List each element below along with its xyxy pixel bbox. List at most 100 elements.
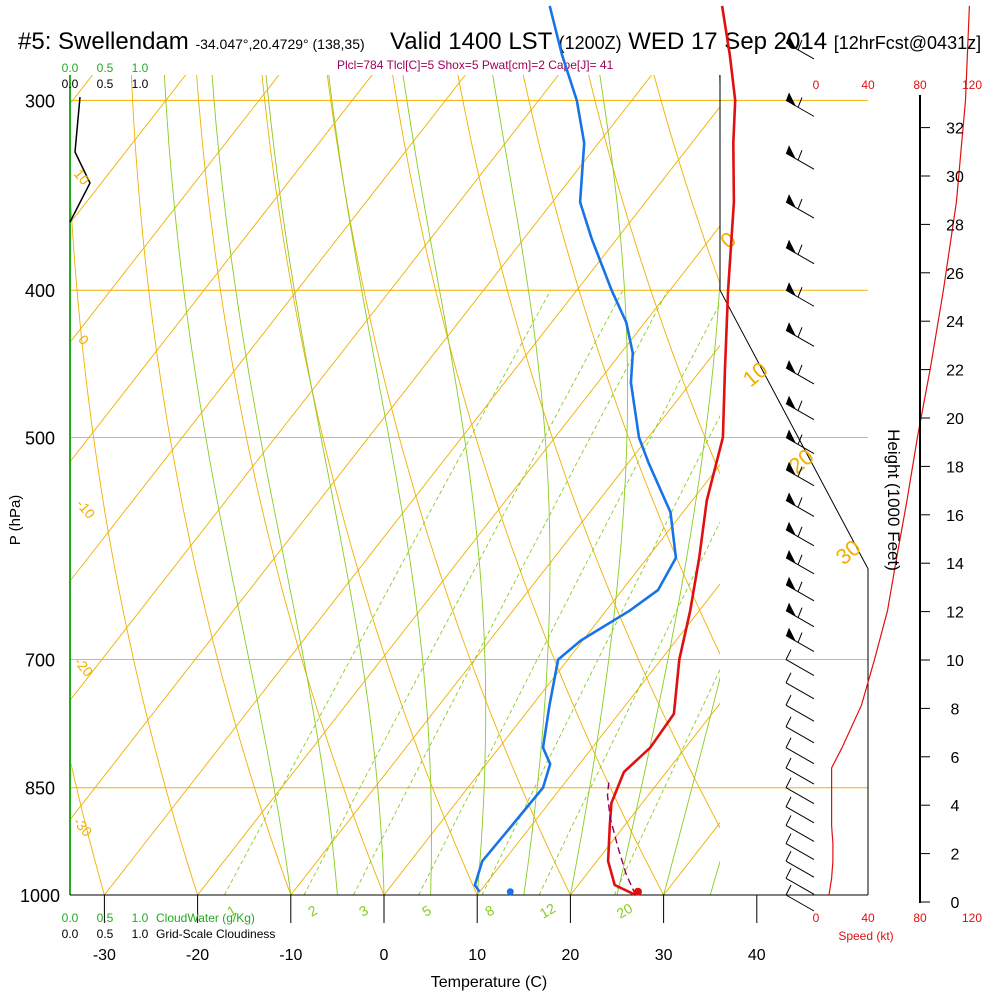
dry-adiabat: [588, 75, 720, 475]
isotherm-line: [104, 106, 720, 895]
wind-barb-feather: [785, 694, 792, 706]
wind-barbs: [785, 34, 815, 912]
dry-adiabat: [0, 0, 11, 895]
pressure-tick-label: 1000: [20, 886, 60, 906]
moist-adiabat: [709, 860, 720, 895]
wind-barb-flag: [786, 602, 796, 617]
height-tick-label: 8: [951, 701, 960, 718]
moist-adiabat: [616, 75, 720, 895]
moist-adiabat: [492, 75, 551, 895]
wind-barb-feather: [797, 400, 803, 411]
speed-tick-label-bottom: 120: [962, 911, 982, 925]
dry-adiabat: [457, 75, 720, 829]
wind-barb-feather: [785, 757, 792, 769]
speed-tick-label-top: 120: [962, 78, 982, 92]
valid-utc: (1200Z): [558, 33, 622, 53]
wind-barb-feather: [797, 526, 803, 537]
wind-barb-feather: [797, 97, 803, 108]
surface-temperature-dot: [633, 887, 642, 896]
height-tick-label: 14: [946, 556, 964, 573]
pressure-tick-label: 700: [25, 651, 55, 671]
height-tick-label: 6: [951, 750, 960, 767]
wind-barb-feather: [797, 554, 803, 566]
isotherm-line: [290, 344, 720, 895]
mixing-ratio-line: [303, 289, 624, 895]
wind-barb-flag: [786, 194, 796, 209]
dry-adiabat: [392, 75, 664, 895]
wind-barb-flag: [786, 282, 796, 297]
mixing-ratio-label: 20: [614, 900, 636, 922]
pressure-tick-label: 500: [25, 429, 55, 449]
cloudwater-axis-label: CloudWater (g/Kg): [156, 911, 255, 925]
wind-barb-flag: [786, 322, 796, 337]
wind-barb-feather: [797, 364, 803, 376]
isotherm-line: [70, 75, 653, 821]
wind-barb-feather: [785, 716, 792, 727]
wind-barb-feather: [785, 672, 792, 683]
height-tick-label: 28: [946, 217, 964, 234]
temperature-tick-label: 20: [562, 947, 580, 964]
cloudwater-tick-bottom: 0.0: [62, 911, 79, 925]
cloudiness-profile: [69, 96, 91, 223]
forecast-label: [12hrFcst@0431z]: [833, 33, 982, 53]
wind-barb-feather: [797, 244, 803, 255]
speed-tick-label-top: 80: [913, 78, 927, 92]
mixing-ratio-label: 8: [482, 902, 497, 920]
temperature-tick-label: 10: [468, 947, 486, 964]
wind-barb-flag: [786, 492, 796, 507]
dry-adiabat: [70, 181, 199, 895]
moist-adiabat: [569, 75, 629, 895]
height-tick-label: 26: [946, 266, 964, 283]
isotherm-label: 20: [784, 444, 819, 479]
dry-adiabat: [653, 75, 720, 285]
wind-barb-feather: [797, 466, 803, 477]
isotherm-line: [476, 583, 720, 895]
wind-barb-feather: [797, 327, 803, 338]
wind-barb-feather: [785, 777, 792, 788]
wind-barb-flag: [786, 549, 796, 564]
wind-barb-flag: [786, 429, 796, 444]
speed-tick-label-bottom: 0: [813, 911, 820, 925]
wind-barb-feather: [797, 632, 803, 643]
height-tick-label: 22: [946, 363, 964, 380]
mixing-ratio-label: 12: [537, 900, 559, 922]
dewpoint-profile: [473, 5, 678, 893]
dry-adiabat-label: -30: [70, 814, 95, 840]
wind-barb: [785, 877, 815, 895]
isotherm-line: [70, 75, 466, 582]
sounding-indices: Plcl=784 Tlcl[C]=5 Shox=5 Pwat[cm]=2 Cap…: [337, 58, 614, 72]
dry-adiabat-label: -10: [73, 496, 98, 522]
temperature-tick-label: 0: [380, 947, 389, 964]
isotherm-line: [570, 702, 720, 895]
wind-barb-flag: [786, 92, 796, 107]
mixing-ratio-line: [352, 289, 669, 895]
wind-barb-feather: [785, 796, 792, 808]
moist-adiabat: [663, 676, 720, 895]
isotherm-line: [70, 75, 559, 702]
pressure-tick-label: 850: [25, 779, 55, 799]
station-coords: -34.047°,20.4729° (138,35): [195, 36, 365, 52]
x-axis-label: Temperature (C): [431, 974, 547, 991]
wind-barb-feather: [797, 497, 803, 508]
thermo-grid: [0, 0, 720, 895]
speed-tick-label-top: 40: [861, 78, 875, 92]
cloudiness-tick-bottom: 1.0: [132, 927, 149, 941]
wind-barb-flag: [786, 239, 796, 254]
wind-barb: [785, 704, 815, 722]
wind-barb-flag: [786, 34, 796, 49]
isotherm-line: [70, 75, 187, 224]
temperature-tick-label: 40: [748, 947, 766, 964]
cloudwater-tick-bottom: 0.5: [97, 911, 114, 925]
dry-adiabat: [522, 75, 720, 655]
isotherm-line: [197, 225, 720, 895]
wind-barb-feather: [785, 833, 792, 844]
height-tick-label: 20: [946, 411, 964, 428]
speed-tick-label-bottom: 80: [913, 911, 927, 925]
wind-speed-profile: [828, 5, 970, 896]
wind-barb: [785, 747, 815, 765]
pressure-tick-label: 300: [25, 91, 55, 111]
valid-time: Valid 1400 LST (1200Z) WED 17 Sep 2014 […: [390, 28, 981, 56]
dry-adiabat-label: -20: [71, 654, 96, 680]
wind-barb-feather: [785, 850, 792, 862]
